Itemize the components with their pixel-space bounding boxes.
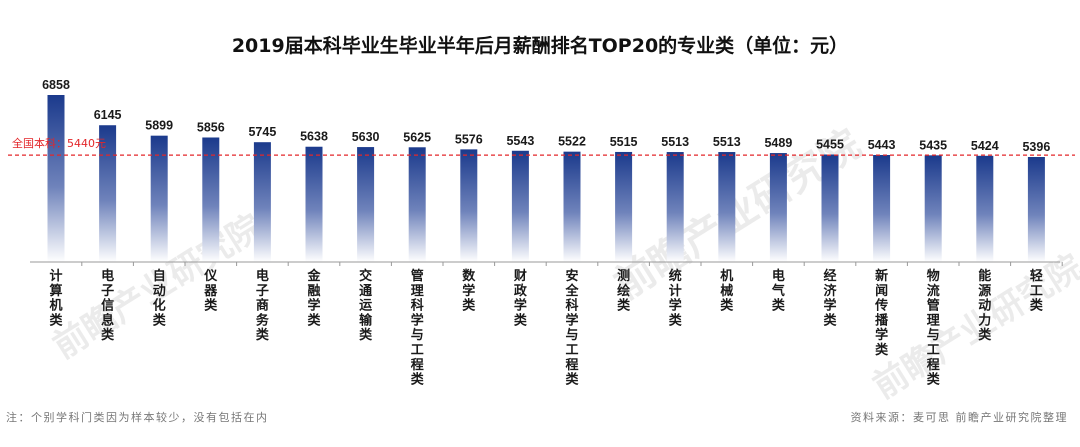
category-label: 金融学类 <box>306 268 321 328</box>
value-label: 5513 <box>713 135 741 149</box>
bar <box>47 95 65 262</box>
watermark: 前瞻产业研究院 <box>866 247 1080 407</box>
value-label: 5638 <box>300 130 328 144</box>
category-label: 仪器类 <box>203 269 218 314</box>
bar <box>99 125 117 262</box>
category-label: 数学类 <box>462 268 476 314</box>
value-label: 5625 <box>403 130 431 144</box>
category-label: 财政学类 <box>514 268 528 328</box>
value-label: 6145 <box>94 108 122 122</box>
bar <box>769 153 787 262</box>
value-label: 5396 <box>1022 140 1050 154</box>
category-label: 轻工类 <box>1030 268 1044 314</box>
category-label: 电子商务类 <box>256 268 270 343</box>
value-label: 5576 <box>455 132 483 146</box>
category-label: 经济学类 <box>823 268 837 328</box>
value-label: 5899 <box>145 119 173 133</box>
value-label: 5856 <box>197 120 225 134</box>
category-label: 管理科学与工程类 <box>411 268 425 388</box>
bar <box>1027 157 1045 262</box>
footer-source: 资料来源：麦可思 前瞻产业研究院整理 <box>851 410 1069 424</box>
value-labels-group: 6858 6145 5899 5856 5745 5638 5630 5625 5576 5543… <box>42 78 1050 154</box>
x-axis-ticks <box>81 262 1063 266</box>
value-label: 5515 <box>610 135 638 149</box>
bar <box>357 147 375 262</box>
category-label: 物流管理与工程类 <box>927 268 941 388</box>
category-label: 测绘类 <box>617 268 631 314</box>
bar <box>563 151 581 262</box>
bar <box>976 155 994 262</box>
value-label: 5443 <box>868 138 896 152</box>
chart-title: 2019届本科毕业生毕业半年后月薪酬排名TOP20的专业类（单位：元） <box>232 34 848 57</box>
category-label: 计算机类 <box>49 268 63 328</box>
bar <box>202 137 220 262</box>
bar <box>511 150 529 262</box>
value-label: 5630 <box>352 130 380 144</box>
category-labels-group: 计算机类 电子信息类 自动化类 仪器类 电子商务类 金融学类 交通运输类 管理科学与工程类 数学… <box>49 268 1043 388</box>
value-label: 5435 <box>919 138 947 152</box>
category-label: 安全科学与工程类 <box>564 268 579 388</box>
bar <box>460 149 478 262</box>
bar <box>718 152 736 262</box>
bar <box>666 152 684 262</box>
bar <box>150 135 168 262</box>
category-label: 机械类 <box>720 268 734 314</box>
bar <box>873 155 891 262</box>
value-label: 5745 <box>248 125 276 139</box>
category-label: 电子信息类 <box>101 268 115 343</box>
category-label: 能源动力类 <box>978 268 992 343</box>
bar <box>821 154 839 262</box>
value-label: 6858 <box>42 78 70 92</box>
bars-group <box>47 95 1045 262</box>
bar <box>924 155 942 262</box>
reference-line-label: 全国本科：5440元 <box>12 136 106 150</box>
value-label: 5522 <box>558 135 586 149</box>
category-label: 电气类 <box>772 268 786 314</box>
bar <box>253 142 271 262</box>
bar <box>305 146 323 262</box>
category-label: 自动化类 <box>153 268 167 328</box>
bar <box>615 151 633 262</box>
value-label: 5543 <box>506 134 534 148</box>
value-label: 5489 <box>764 136 792 150</box>
value-label: 5513 <box>661 135 689 149</box>
value-label: 5424 <box>971 139 999 153</box>
footer-note: 注：个别学科门类因为样本较少，没有包括在内 <box>6 410 269 424</box>
bar <box>408 147 426 262</box>
category-label: 交通运输类 <box>359 268 373 343</box>
category-label: 统计学类 <box>669 268 683 328</box>
category-label: 新闻传播学类 <box>874 268 889 358</box>
value-label: 5455 <box>816 137 844 151</box>
